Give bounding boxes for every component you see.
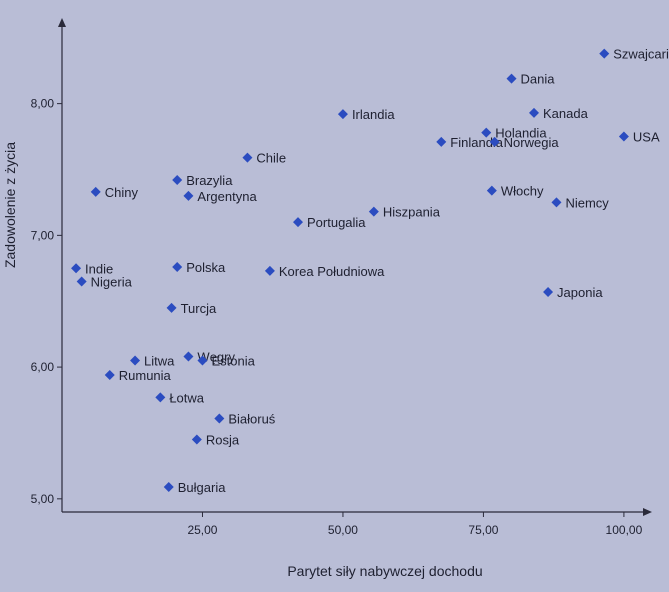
data-point-label: Hiszpania <box>383 205 441 220</box>
x-axis-label: Parytet siły nabywczej dochodu <box>287 563 482 579</box>
data-point-label: Brazylia <box>186 173 233 188</box>
data-point-label: Argentyna <box>197 189 257 204</box>
data-point <box>191 434 202 445</box>
y-axis-label: Zadowolenie z życia <box>2 142 18 268</box>
data-point-label: Dania <box>521 72 556 87</box>
data-point-label: Włochy <box>501 184 544 199</box>
data-point-label: Polska <box>186 260 226 275</box>
x-tick-label: 100,00 <box>606 523 643 537</box>
data-point <box>368 206 379 217</box>
data-point-label: Chile <box>256 151 286 166</box>
data-point <box>163 481 174 492</box>
data-point <box>506 73 517 84</box>
data-point-label: Kanada <box>543 106 589 121</box>
data-point-label: Turcja <box>181 301 217 316</box>
data-point-label: Irlandia <box>352 107 395 122</box>
x-tick-label: 25,00 <box>187 523 217 537</box>
y-tick-label: 5,00 <box>31 492 55 506</box>
data-point <box>104 369 115 380</box>
data-point-label: USA <box>633 130 660 145</box>
data-points: Szwajcaria Dania Kanada Irlandia Holandia USA… <box>71 47 669 495</box>
data-point-label: Rosja <box>206 433 240 448</box>
data-point <box>155 392 166 403</box>
data-point-label: Estonia <box>211 354 255 369</box>
data-point <box>543 287 554 298</box>
data-point <box>172 175 183 186</box>
y-tick-label: 8,00 <box>31 97 55 111</box>
data-point <box>618 131 629 142</box>
data-point <box>172 261 183 272</box>
data-point-label: Finlandia <box>450 135 504 150</box>
data-point-label: Nigeria <box>91 274 133 289</box>
y-tick-label: 6,00 <box>31 360 55 374</box>
data-point-label: Łotwa <box>169 390 204 405</box>
data-point <box>529 107 539 118</box>
data-point <box>242 152 253 163</box>
data-point <box>337 109 348 120</box>
data-point <box>481 127 492 138</box>
data-point <box>90 186 101 197</box>
y-axis-arrow <box>58 18 66 27</box>
data-point <box>599 48 610 59</box>
data-point <box>214 413 225 424</box>
data-point-label: Korea Południowa <box>279 264 385 279</box>
data-point-label: Holandia <box>495 126 547 141</box>
y-axis-ticks: 5,00 6,00 7,00 8,00 <box>31 97 62 506</box>
data-point-label: Białoruś <box>228 411 275 426</box>
x-tick-label: 75,00 <box>468 523 498 537</box>
x-tick-label: 50,00 <box>328 523 358 537</box>
data-point <box>489 136 500 147</box>
data-point <box>183 190 194 201</box>
data-point-label: Japonia <box>557 285 603 300</box>
data-point <box>130 355 141 366</box>
data-point <box>293 217 303 228</box>
data-point <box>71 263 82 274</box>
data-point <box>551 197 562 208</box>
data-point-label: Portugalia <box>307 215 366 230</box>
data-point <box>166 302 177 313</box>
data-point <box>264 265 275 276</box>
data-point <box>76 276 87 287</box>
data-point <box>486 185 497 196</box>
data-point-label: Bułgaria <box>178 480 226 495</box>
x-axis-ticks: 25,00 50,00 75,00 100,00 <box>187 512 643 537</box>
x-axis-arrow <box>643 508 652 516</box>
data-point <box>183 351 194 362</box>
data-point-label: Rumunia <box>119 368 172 383</box>
data-point-label: Norwegia <box>504 135 560 150</box>
data-point-label: Chiny <box>105 185 139 200</box>
data-point-label: Szwajcaria <box>613 47 669 62</box>
data-point <box>436 136 447 147</box>
data-point-label: Litwa <box>144 354 175 369</box>
y-tick-label: 7,00 <box>31 228 55 242</box>
data-point-label: Indie <box>85 261 113 276</box>
data-point-label: Niemcy <box>565 195 609 210</box>
data-point <box>197 355 208 366</box>
